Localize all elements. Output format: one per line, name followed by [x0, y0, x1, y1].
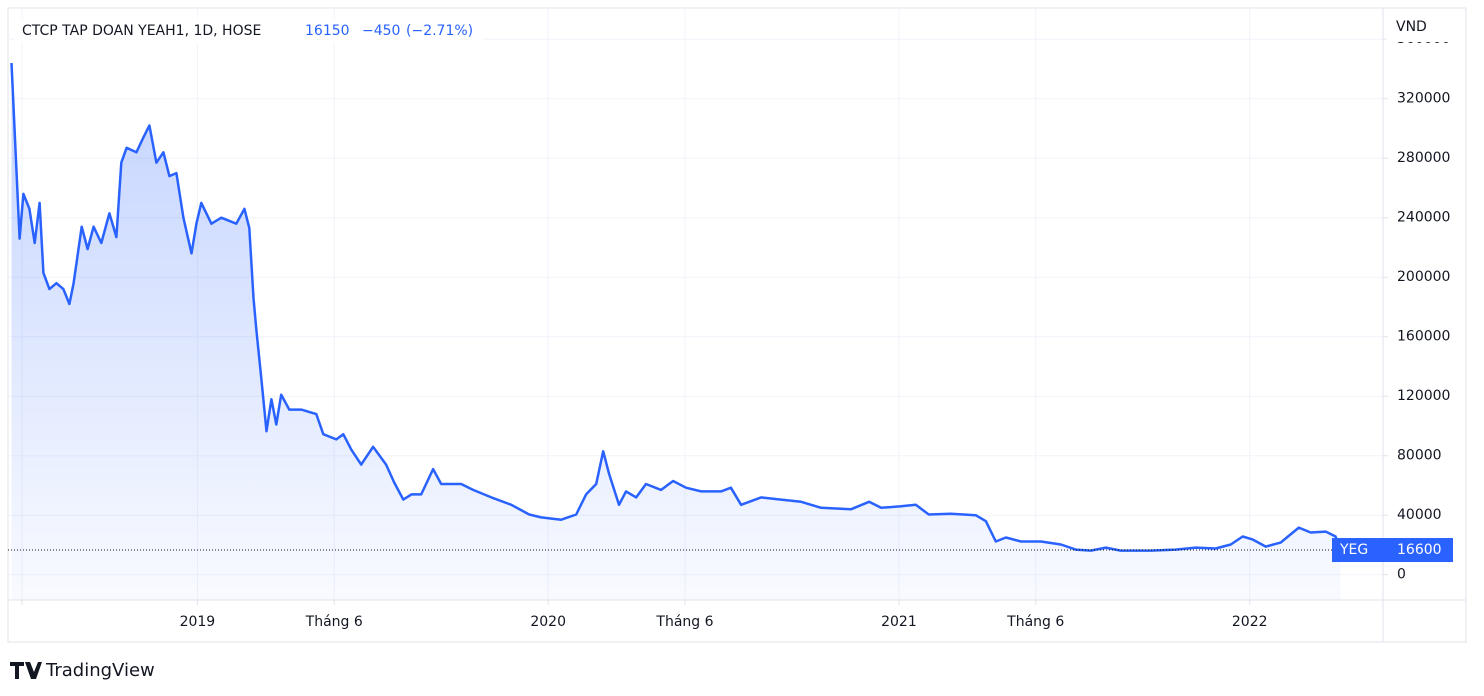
y-tick-label: 320000 — [1397, 91, 1450, 107]
price-label-symbol: YEG — [1339, 542, 1368, 558]
y-tick-label: 80000 — [1397, 448, 1442, 464]
x-tick-label: Tháng 6 — [1006, 614, 1064, 630]
y-tick-label: 280000 — [1397, 150, 1450, 166]
y-tick-label: 120000 — [1397, 388, 1450, 404]
currency-bg — [1386, 12, 1464, 42]
x-tick-label: Tháng 6 — [655, 614, 713, 630]
change-percent: (−2.71%) — [406, 23, 473, 39]
area-fill — [11, 63, 1341, 600]
legend-bg — [14, 18, 484, 44]
last-value: 16150 — [305, 23, 350, 39]
y-tick-label: 0 — [1397, 567, 1406, 583]
x-tick-label: Tháng 6 — [305, 614, 363, 630]
logo-icon — [10, 662, 42, 679]
x-tick-label: 2019 — [180, 614, 216, 630]
x-tick-label: 2022 — [1232, 614, 1268, 630]
symbol-info: CTCP TAP DOAN YEAH1, 1D, HOSE — [22, 23, 261, 39]
y-tick-label: 40000 — [1397, 507, 1442, 523]
y-tick-label: 240000 — [1397, 210, 1450, 226]
y-tick-label: 160000 — [1397, 329, 1450, 345]
price-line — [10, 62, 1342, 552]
x-tick-label: 2021 — [881, 614, 917, 630]
change-value: −450 — [362, 23, 400, 39]
x-tick-label: 2020 — [530, 614, 566, 630]
price-label-bg — [1332, 538, 1453, 563]
logo: TradingView — [10, 660, 155, 681]
y-tick-label: 200000 — [1397, 269, 1450, 285]
price-label-value: 16600 — [1397, 542, 1442, 558]
currency-label: VND — [1396, 19, 1427, 35]
brand-name: TradingView — [45, 660, 155, 681]
